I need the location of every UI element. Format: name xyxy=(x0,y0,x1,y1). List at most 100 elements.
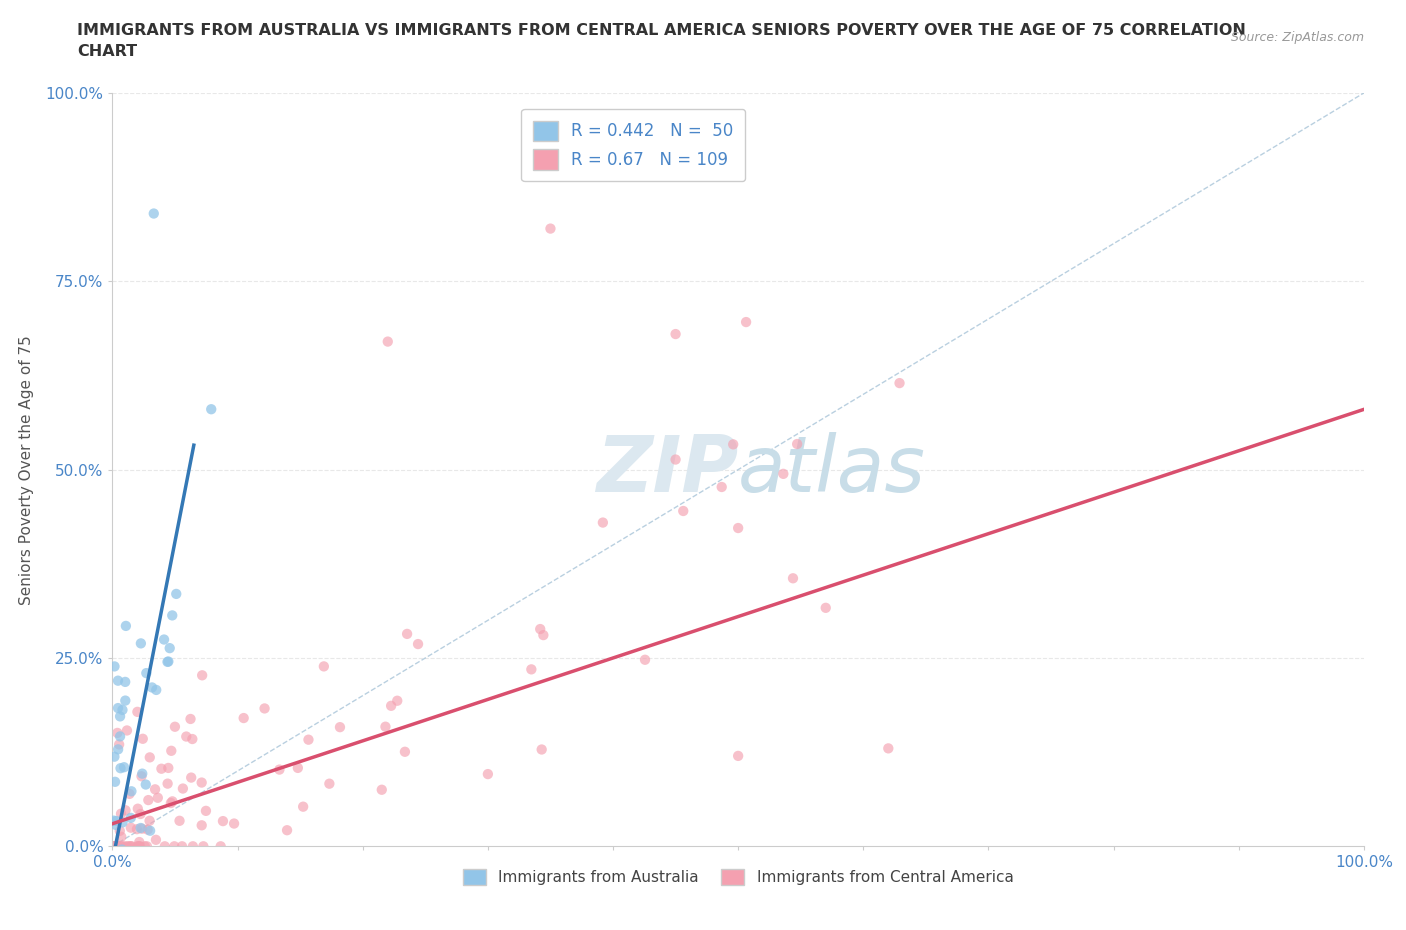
Point xyxy=(191,668,214,683)
Point xyxy=(110,761,132,776)
Point xyxy=(200,402,222,417)
Point xyxy=(108,729,131,744)
Point xyxy=(131,821,153,836)
Point xyxy=(108,709,131,724)
Point xyxy=(292,799,315,814)
Point xyxy=(145,832,167,847)
Point xyxy=(169,814,191,829)
Point xyxy=(127,704,149,719)
Point xyxy=(162,608,184,623)
Point xyxy=(287,761,309,776)
Point xyxy=(142,206,165,221)
Point xyxy=(276,823,298,838)
Point xyxy=(318,777,340,791)
Point xyxy=(394,744,416,759)
Point xyxy=(118,787,141,802)
Point xyxy=(162,794,184,809)
Point xyxy=(193,839,215,854)
Point xyxy=(107,742,129,757)
Point xyxy=(380,698,402,713)
Point xyxy=(112,859,135,874)
Point xyxy=(374,719,396,734)
Point xyxy=(105,814,128,829)
Point xyxy=(232,711,254,725)
Point xyxy=(104,839,127,854)
Point xyxy=(190,817,212,832)
Point xyxy=(128,834,150,849)
Point xyxy=(129,839,152,854)
Point xyxy=(520,662,543,677)
Point xyxy=(727,749,749,764)
Point xyxy=(105,725,128,740)
Point xyxy=(121,839,143,854)
Point xyxy=(108,876,131,891)
Point xyxy=(115,618,138,633)
Text: CHART: CHART xyxy=(77,44,138,59)
Point xyxy=(222,817,245,831)
Point xyxy=(105,839,128,854)
Point xyxy=(181,839,204,854)
Point xyxy=(786,436,808,451)
Point xyxy=(396,627,419,642)
Point xyxy=(129,820,152,835)
Point xyxy=(127,839,149,854)
Point xyxy=(114,876,136,891)
Point xyxy=(114,803,136,817)
Point xyxy=(107,851,129,866)
Point xyxy=(105,876,128,891)
Point xyxy=(136,792,159,807)
Point xyxy=(772,467,794,482)
Point xyxy=(180,770,202,785)
Point xyxy=(139,750,162,764)
Point xyxy=(103,876,125,891)
Point xyxy=(107,844,129,859)
Point xyxy=(153,632,176,647)
Point xyxy=(159,641,181,656)
Point xyxy=(107,851,129,866)
Point xyxy=(131,769,153,784)
Point xyxy=(814,601,837,616)
Point xyxy=(727,521,749,536)
Point xyxy=(103,839,125,854)
Point xyxy=(104,817,127,832)
Point xyxy=(108,839,131,854)
Point xyxy=(141,680,163,695)
Point xyxy=(877,741,900,756)
Point xyxy=(107,673,129,688)
Point xyxy=(108,823,131,838)
Point xyxy=(111,839,134,854)
Point xyxy=(105,839,128,854)
Point xyxy=(194,804,217,818)
Point xyxy=(117,839,139,854)
Point xyxy=(146,790,169,805)
Point xyxy=(782,571,804,586)
Point xyxy=(153,839,176,854)
Point xyxy=(111,702,134,717)
Point xyxy=(110,839,132,854)
Point xyxy=(105,857,128,872)
Point xyxy=(156,777,179,791)
Point xyxy=(129,636,152,651)
Point xyxy=(105,839,128,854)
Text: IMMIGRANTS FROM AUSTRALIA VS IMMIGRANTS FROM CENTRAL AMERICA SENIORS POVERTY OVE: IMMIGRANTS FROM AUSTRALIA VS IMMIGRANTS … xyxy=(77,23,1246,38)
Point xyxy=(120,784,142,799)
Point xyxy=(156,655,179,670)
Point xyxy=(135,777,157,792)
Text: Source: ZipAtlas.com: Source: ZipAtlas.com xyxy=(1230,31,1364,44)
Point xyxy=(181,732,204,747)
Point xyxy=(160,795,183,810)
Point xyxy=(120,820,142,835)
Point xyxy=(108,848,131,863)
Point xyxy=(138,814,160,829)
Point xyxy=(477,766,499,781)
Point xyxy=(139,823,162,838)
Point xyxy=(115,723,138,737)
Point xyxy=(172,781,194,796)
Point xyxy=(160,743,183,758)
Point xyxy=(387,693,409,708)
Point xyxy=(127,839,149,854)
Point xyxy=(269,763,291,777)
Point xyxy=(157,761,180,776)
Point xyxy=(143,782,166,797)
Point xyxy=(710,480,733,495)
